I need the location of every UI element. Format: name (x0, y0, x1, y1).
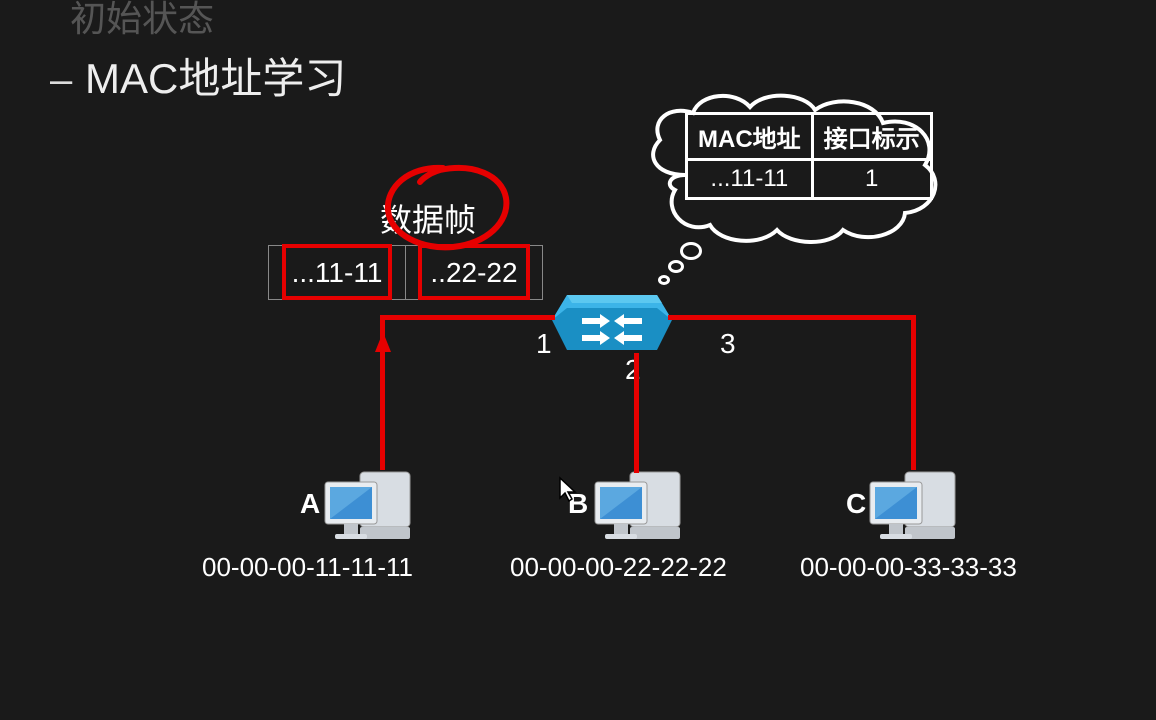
computer-label-a: A (300, 488, 320, 520)
mac-address-b: 00-00-00-22-22-22 (510, 552, 727, 583)
red-highlight-src (282, 244, 392, 300)
network-line (380, 315, 555, 320)
title-partial: 初始状态 (70, 0, 214, 42)
thought-bubble-dot (658, 275, 670, 285)
network-line (634, 353, 639, 473)
port-label-3: 3 (720, 328, 736, 360)
mac-table-header-mac: MAC地址 (687, 114, 813, 160)
red-circle-annotation (378, 160, 518, 255)
mac-table-cell-mac: ...11-11 (687, 160, 813, 199)
bullet-dash: – (50, 58, 72, 103)
mac-table-cell-port: 1 (812, 160, 931, 199)
mouse-cursor-icon (558, 476, 578, 504)
mac-address-c: 00-00-00-33-33-33 (800, 552, 1017, 583)
computer-icon (865, 462, 960, 542)
mac-table-header-port: 接口标示 (812, 114, 931, 160)
computer-icon (590, 462, 685, 542)
computer-label-c: C (846, 488, 866, 520)
computer-icon (320, 462, 415, 542)
mac-address-table: MAC地址 接口标示 ...11-11 1 (685, 112, 933, 200)
arrow-head-icon (375, 332, 391, 352)
switch-icon (552, 280, 672, 355)
subtitle: MAC地址学习 (85, 45, 346, 106)
network-line (668, 315, 916, 320)
thought-bubble-dot (680, 242, 702, 260)
thought-bubble-dot (668, 260, 684, 273)
port-label-1: 1 (536, 328, 552, 360)
mac-address-a: 00-00-00-11-11-11 (202, 552, 413, 583)
network-line (911, 315, 916, 470)
